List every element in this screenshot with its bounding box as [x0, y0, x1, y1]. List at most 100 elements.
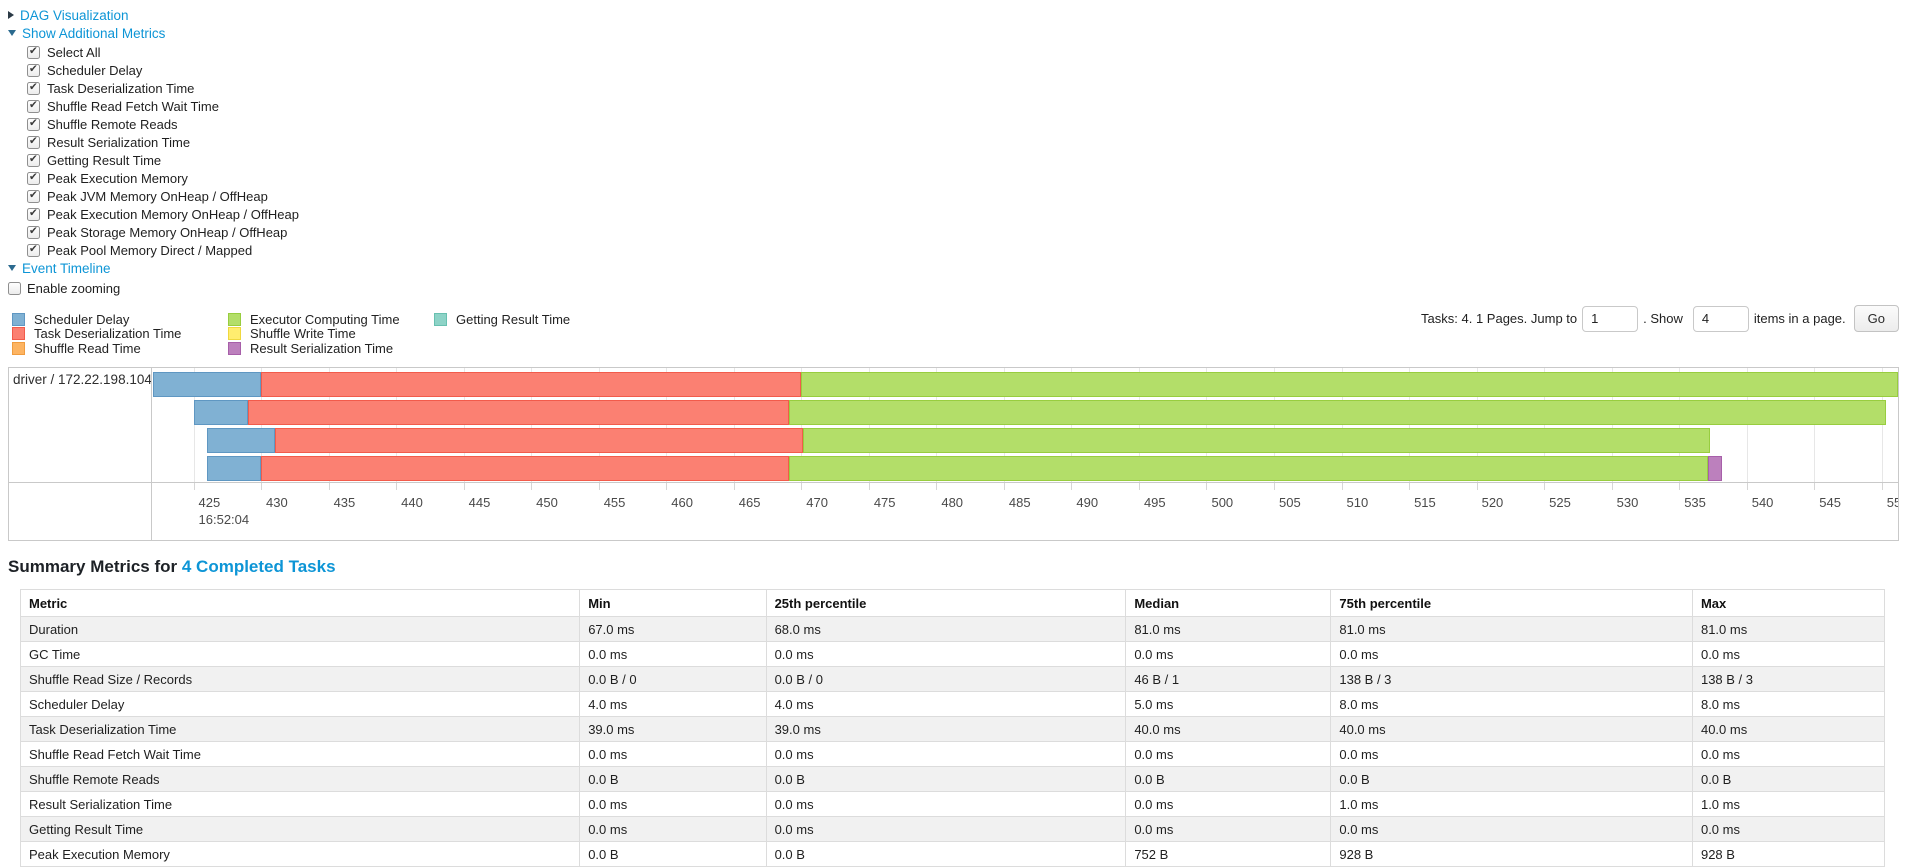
gridline-465 [733, 368, 735, 482]
summary-cell: Shuffle Read Size / Records [19, 666, 581, 692]
summary-cell: 0.0 B [765, 766, 1127, 792]
gridline-525 [1544, 368, 1546, 482]
tickmark-445 [463, 483, 465, 490]
checkbox-getting-result-time[interactable] [27, 153, 40, 167]
gridline-550 [1881, 368, 1883, 482]
gridline-475 [868, 368, 870, 482]
pagination-show-label: . Show [1643, 311, 1683, 326]
task-2-segment-executor-computing-time[interactable] [789, 400, 1886, 425]
checkbox-scheduler-delay[interactable] [27, 63, 40, 77]
jump-to-page-input[interactable] [1582, 305, 1639, 332]
legend-item-shuffle-write-time: Shuffle Write Time [228, 326, 408, 341]
metric-checkbox-label: Result Serialization Time [47, 134, 191, 150]
show-additional-metrics-toggle[interactable]: Show Additional Metrics [8, 24, 1899, 42]
metric-checkbox-label: Task Deserialization Time [47, 80, 195, 96]
tick-label-430: 430 [266, 495, 288, 510]
metric-checkbox-item-task-deserialization-time: Task Deserialization Time [8, 79, 1899, 97]
gridline-490 [1071, 368, 1073, 482]
show-additional-metrics-link[interactable]: Show Additional Metrics [22, 25, 166, 41]
summary-cell: 752 B [1125, 841, 1332, 867]
event-timeline-toggle[interactable]: Event Timeline [8, 259, 1899, 277]
timeline-legend: Scheduler Delay Task Deserialization Time… [8, 312, 1899, 356]
tickmark-525 [1544, 483, 1546, 490]
tickmark-435 [328, 483, 330, 490]
tick-label-545: 545 [1819, 495, 1841, 510]
gridline-440 [396, 368, 398, 482]
summary-cell: 0.0 B [1125, 766, 1332, 792]
checkbox-select-all[interactable] [27, 45, 40, 59]
summary-cell: 8.0 ms [1691, 691, 1886, 717]
task-1-segment-executor-computing-time[interactable] [801, 372, 1898, 397]
tick-label-450: 450 [536, 495, 558, 510]
tickmark-540 [1746, 483, 1748, 490]
metric-checkbox-label: Getting Result Time [47, 152, 162, 168]
summary-cell: 0.0 B [579, 766, 767, 792]
task-4-segment-result-serialization-time[interactable] [1707, 456, 1723, 481]
summary-cell: Task Deserialization Time [19, 716, 581, 742]
tickmark-430 [261, 483, 263, 490]
summary-cell: 138 B / 3 [1330, 666, 1693, 692]
summary-cell: Shuffle Read Fetch Wait Time [19, 741, 581, 767]
gridline-460 [666, 368, 668, 482]
dag-visualization-link[interactable]: DAG Visualization [20, 7, 129, 23]
summary-cell: 0.0 ms [579, 816, 767, 842]
legend-swatch-scheduler-delay [12, 312, 25, 326]
summary-cell: 1.0 ms [1691, 791, 1886, 817]
task-4-segment-task-deserialization-time[interactable] [261, 456, 790, 481]
summary-cell: 138 B / 3 [1691, 666, 1886, 692]
checkbox-peak-execution-memory[interactable] [27, 171, 40, 185]
pagination-suffix-label: items in a page. [1753, 311, 1846, 326]
task-2-segment-scheduler-delay[interactable] [193, 400, 248, 425]
enable-zooming-checkbox[interactable] [8, 281, 21, 295]
completed-tasks-link[interactable]: 4 Completed Tasks [181, 557, 336, 576]
task-pagination: Tasks: 4. 1 Pages. Jump to . Show items … [1421, 305, 1899, 332]
checkbox-peak-pool-memory-direct-mapped[interactable] [27, 243, 40, 257]
metric-checkbox-item-peak-storage-memory-onheap-offheap: Peak Storage Memory OnHeap / OffHeap [8, 223, 1899, 241]
summary-header-max: Max [1691, 589, 1886, 617]
legend-swatch-result-serialization-time [228, 341, 241, 355]
task-2-segment-task-deserialization-time[interactable] [247, 400, 790, 425]
task-4-segment-scheduler-delay[interactable] [207, 456, 262, 481]
summary-cell: 0.0 B [1691, 766, 1886, 792]
expanded-arrow-icon [8, 30, 16, 36]
timeline-plot-area [153, 368, 1898, 482]
summary-metrics-heading: Summary Metrics for 4 Completed Tasks [8, 557, 1899, 577]
task-1-segment-task-deserialization-time[interactable] [261, 372, 802, 397]
summary-header-75th-percentile: 75th percentile [1330, 589, 1693, 617]
gridline-530 [1611, 368, 1613, 482]
task-4-segment-executor-computing-time[interactable] [789, 456, 1708, 481]
legend-column: Executor Computing Time Shuffle Write Tim… [228, 312, 408, 356]
summary-cell: 1.0 ms [1330, 791, 1693, 817]
event-timeline-link[interactable]: Event Timeline [22, 260, 111, 276]
legend-item-getting-result-time: Getting Result Time [434, 312, 570, 327]
checkbox-task-deserialization-time[interactable] [27, 81, 40, 95]
go-button[interactable]: Go [1853, 305, 1899, 332]
tickmark-475 [868, 483, 870, 490]
tick-label-550: 550 [1886, 495, 1898, 510]
summary-cell: Scheduler Delay [19, 691, 581, 717]
checkbox-peak-execution-memory-onheap-offheap[interactable] [27, 207, 40, 221]
gridline-515 [1409, 368, 1411, 482]
task-3-segment-scheduler-delay[interactable] [207, 428, 275, 453]
task-3-segment-executor-computing-time[interactable] [802, 428, 1711, 453]
legend-column: Getting Result Time [434, 312, 570, 327]
summary-cell: 0.0 ms [1691, 816, 1886, 842]
task-1-segment-scheduler-delay[interactable] [153, 372, 262, 397]
checkbox-result-serialization-time[interactable] [27, 135, 40, 149]
summary-table-body: Duration 67.0 ms 68.0 ms 81.0 ms 81.0 ms 81.0… [19, 616, 1886, 867]
checkbox-peak-storage-memory-onheap-offheap[interactable] [27, 225, 40, 239]
summary-row-shuffle-read-fetch-wait-time: Shuffle Read Fetch Wait Time 0.0 ms 0.0 ms… [19, 741, 1886, 767]
metric-checkbox-label: Select All [47, 44, 101, 60]
items-per-page-input[interactable] [1692, 305, 1749, 332]
checkbox-peak-jvm-memory-onheap-offheap[interactable] [27, 189, 40, 203]
checkbox-shuffle-read-fetch-wait-time[interactable] [27, 99, 40, 113]
gridline-455 [598, 368, 600, 482]
tick-label-505: 505 [1279, 495, 1301, 510]
dag-visualization-toggle[interactable]: DAG Visualization [8, 6, 1899, 24]
summary-cell: 0.0 ms [765, 791, 1127, 817]
gridline-485 [1003, 368, 1005, 482]
summary-cell: 0.0 ms [1125, 816, 1332, 842]
checkbox-shuffle-remote-reads[interactable] [27, 117, 40, 131]
task-3-segment-task-deserialization-time[interactable] [274, 428, 803, 453]
summary-cell: Peak Execution Memory [19, 841, 581, 867]
